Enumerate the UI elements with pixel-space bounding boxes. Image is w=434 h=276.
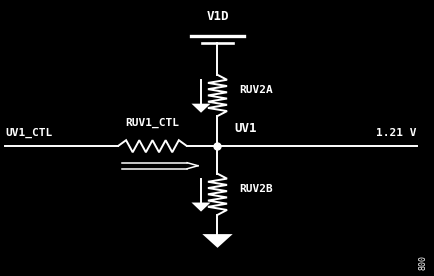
Polygon shape [191, 104, 210, 113]
Text: UV1: UV1 [234, 122, 257, 135]
Text: UV1_CTL: UV1_CTL [5, 128, 52, 138]
Text: 800: 800 [418, 255, 427, 270]
Text: 1.21 V: 1.21 V [375, 128, 416, 138]
Text: V1D: V1D [206, 10, 228, 23]
Text: RUV1_CTL: RUV1_CTL [125, 118, 179, 128]
Text: RUV2A: RUV2A [239, 85, 272, 95]
Polygon shape [202, 234, 232, 248]
Text: RUV2B: RUV2B [239, 184, 272, 194]
Polygon shape [191, 203, 210, 212]
